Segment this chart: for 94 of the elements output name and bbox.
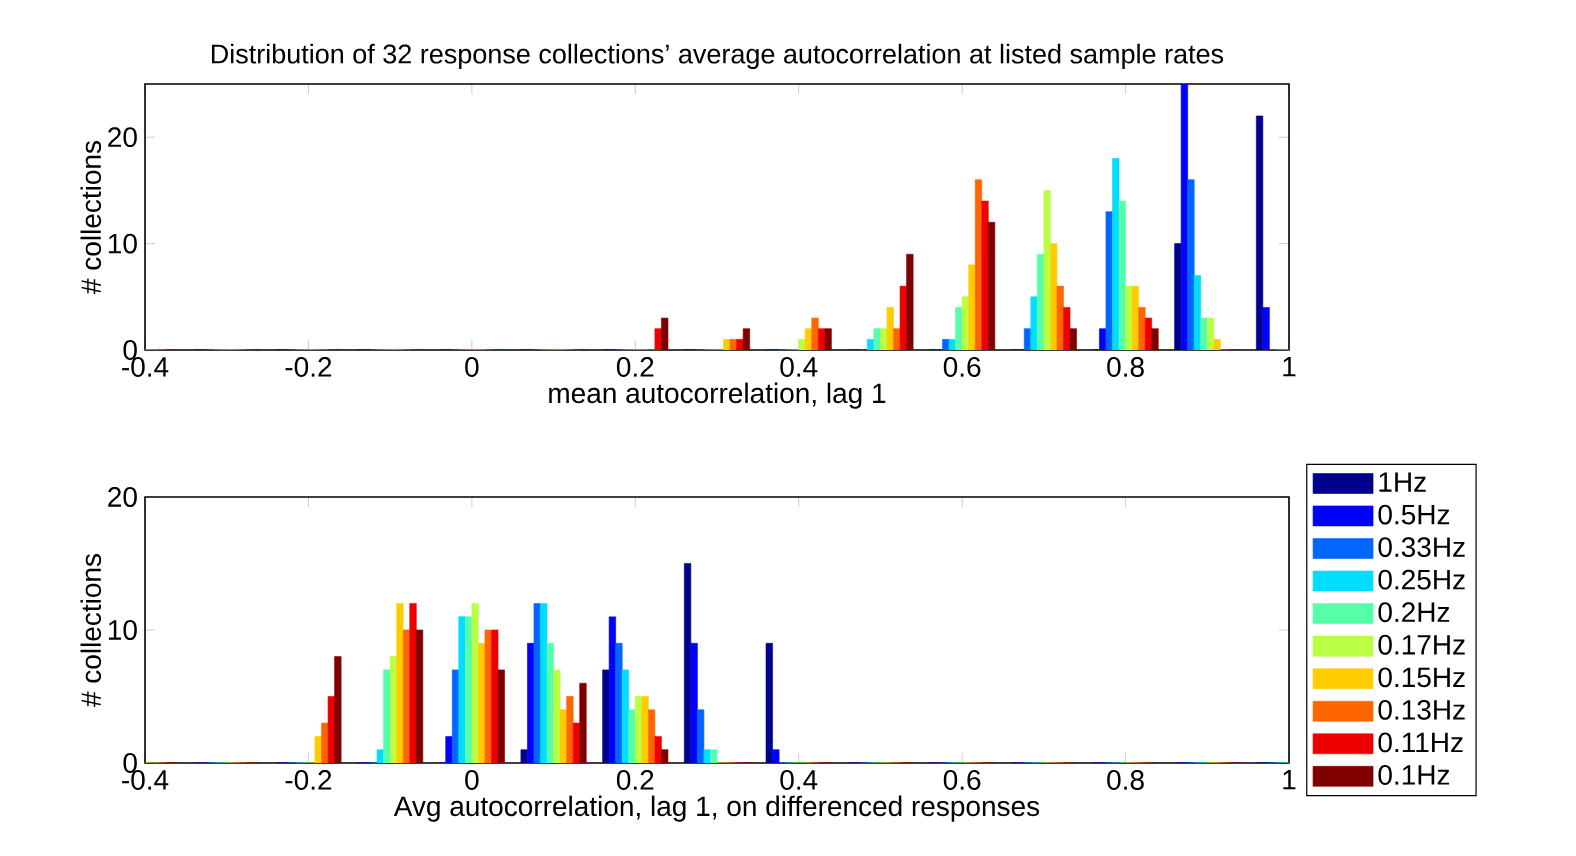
bar [1256, 115, 1264, 350]
bar [533, 603, 541, 763]
bar [765, 642, 773, 763]
y-tick-label: 20 [108, 127, 137, 148]
bar [661, 317, 669, 350]
x-tick-label: 0 [465, 770, 479, 790]
bar [621, 669, 630, 763]
bar [641, 696, 649, 763]
bar [729, 339, 737, 350]
bar [703, 749, 711, 763]
y-axis-title: # collections [80, 141, 102, 294]
bar [1138, 307, 1146, 350]
bar [906, 253, 914, 350]
bar [520, 749, 528, 763]
x-tick-label: -0.2 [285, 357, 332, 377]
x-tick-label: 1 [1283, 770, 1296, 790]
x-tick-label: 0.2 [616, 770, 654, 790]
y-tick-label: 10 [108, 620, 137, 640]
x-tick-label: 0.4 [780, 357, 818, 377]
bar [1131, 285, 1139, 350]
bar [1180, 83, 1188, 350]
bar [628, 709, 636, 763]
legend-label: 0.33Hz [1378, 537, 1465, 558]
bar [948, 339, 956, 350]
x-tick-label: 1 [1283, 357, 1296, 377]
bar [540, 603, 548, 763]
bar [661, 749, 669, 763]
x-tick-label: 0.4 [780, 770, 818, 790]
y-axis-title: # collections [80, 554, 102, 707]
bar [1187, 179, 1195, 350]
bar [416, 629, 424, 763]
bar [458, 616, 466, 763]
bar [1112, 158, 1120, 350]
bar [1050, 243, 1058, 350]
bar [697, 709, 705, 763]
y-tick-label: 10 [108, 233, 137, 254]
bar [1206, 317, 1215, 350]
bar [559, 709, 567, 763]
bar [376, 749, 384, 763]
bar [471, 603, 479, 763]
legend-label: 0.15Hz [1378, 667, 1465, 688]
bar [546, 642, 554, 763]
bar [497, 669, 505, 763]
bar [772, 749, 780, 763]
bar [961, 296, 969, 350]
bar [684, 563, 692, 763]
bar [690, 642, 698, 763]
x-axis-title: mean autocorrelation, lag 1 [549, 382, 886, 409]
bar [396, 603, 404, 763]
legend-label: 0.2Hz [1378, 602, 1450, 623]
x-tick-label: 0.2 [616, 357, 654, 377]
bar [1151, 328, 1159, 350]
legend-label: 0.5Hz [1378, 504, 1450, 525]
bar [648, 709, 656, 763]
x-axis-title: Avg autocorrelation, lag 1, on differenced responses [393, 795, 1040, 822]
y-tick-label: 20 [108, 487, 137, 507]
bar [1213, 339, 1221, 350]
bar [608, 616, 616, 763]
bar [742, 328, 750, 350]
bar [1193, 275, 1202, 350]
bar [566, 696, 574, 763]
bar [987, 222, 996, 350]
legend-label: 0.1Hz [1378, 765, 1450, 785]
x-tick-label: 0.8 [1107, 770, 1144, 790]
bar [553, 669, 561, 763]
legend-label: 0.13Hz [1378, 699, 1465, 720]
bar [710, 749, 718, 763]
bar [389, 656, 397, 763]
bar [334, 656, 342, 763]
bar [615, 642, 623, 763]
bar [445, 736, 453, 763]
bar [314, 736, 322, 763]
bar [1262, 307, 1270, 350]
x-tick-label: 0.6 [943, 357, 981, 377]
bar [968, 264, 976, 350]
bar [811, 317, 819, 350]
legend-label: 0.25Hz [1378, 569, 1465, 590]
x-tick-label: 0.8 [1107, 357, 1144, 377]
x-tick-label: 0.6 [943, 770, 981, 790]
bar [1043, 190, 1051, 350]
bar [1056, 285, 1064, 350]
bar [1069, 328, 1077, 350]
bar [1105, 211, 1113, 350]
x-tick-label: -0.2 [285, 770, 332, 790]
bar [824, 328, 832, 350]
bar [798, 339, 806, 350]
legend-label: 0.11Hz [1378, 732, 1463, 753]
bar [579, 682, 587, 763]
legend-label: 0.17Hz [1378, 634, 1465, 655]
legend-label: 1Hz [1379, 472, 1426, 492]
x-tick-label: 0 [465, 357, 479, 377]
bar [886, 307, 894, 350]
chart-title: Distribution of 32 response collections’ average autocorrelation at listed sample rates [211, 43, 1224, 69]
bar [1030, 296, 1038, 350]
